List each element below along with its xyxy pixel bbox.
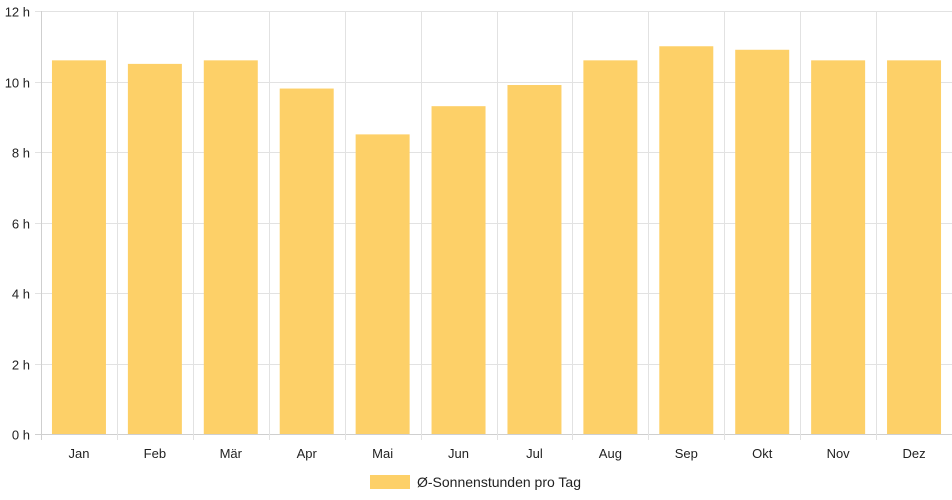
y-tick-label: 4 h — [12, 287, 30, 302]
bar-okt[interactable] — [735, 49, 790, 435]
bar-mai[interactable] — [355, 134, 410, 435]
x-tick-label: Okt — [752, 446, 773, 461]
y-tick-label: 0 h — [12, 428, 30, 443]
bar-dez[interactable] — [887, 60, 942, 434]
x-tick-label: Mai — [372, 446, 393, 461]
bar-apr[interactable] — [279, 88, 334, 435]
y-tick-label: 12 h — [5, 5, 30, 20]
y-tick-label: 8 h — [12, 146, 30, 161]
x-tick-label: Aug — [599, 446, 622, 461]
axis-layer: 0 h 2 h 4 h 6 h 8 h 10 h 12 h Jan Feb Mär Apr Mai Ju… — [5, 5, 926, 462]
x-tick-label: Feb — [144, 446, 166, 461]
legend[interactable]: Ø-Sonnenstunden pro Tag — [370, 474, 581, 490]
legend-label: Ø-Sonnenstunden pro Tag — [417, 474, 581, 490]
x-tick-label: Jul — [526, 446, 543, 461]
x-tick-label: Mär — [220, 446, 243, 461]
bar-sep[interactable] — [659, 46, 714, 434]
bar-jul[interactable] — [507, 85, 562, 435]
x-tick-label: Apr — [297, 446, 318, 461]
bars-layer — [51, 46, 942, 435]
bar-jun[interactable] — [431, 106, 486, 435]
x-tick-label: Jan — [68, 446, 89, 461]
bar-feb[interactable] — [127, 63, 182, 435]
x-tick-label: Dez — [902, 446, 925, 461]
y-tick-label: 2 h — [12, 358, 30, 373]
x-tick-label: Jun — [448, 446, 469, 461]
bar-aug[interactable] — [583, 60, 638, 434]
bar-jan[interactable] — [51, 60, 106, 434]
x-tick-label: Sep — [675, 446, 698, 461]
y-tick-label: 10 h — [5, 76, 30, 91]
y-tick-label: 6 h — [12, 217, 30, 232]
bar-mär[interactable] — [203, 60, 258, 434]
legend-swatch — [370, 475, 410, 489]
x-tick-label: Nov — [827, 446, 851, 461]
bar-nov[interactable] — [811, 60, 866, 434]
grid-layer — [35, 11, 952, 440]
